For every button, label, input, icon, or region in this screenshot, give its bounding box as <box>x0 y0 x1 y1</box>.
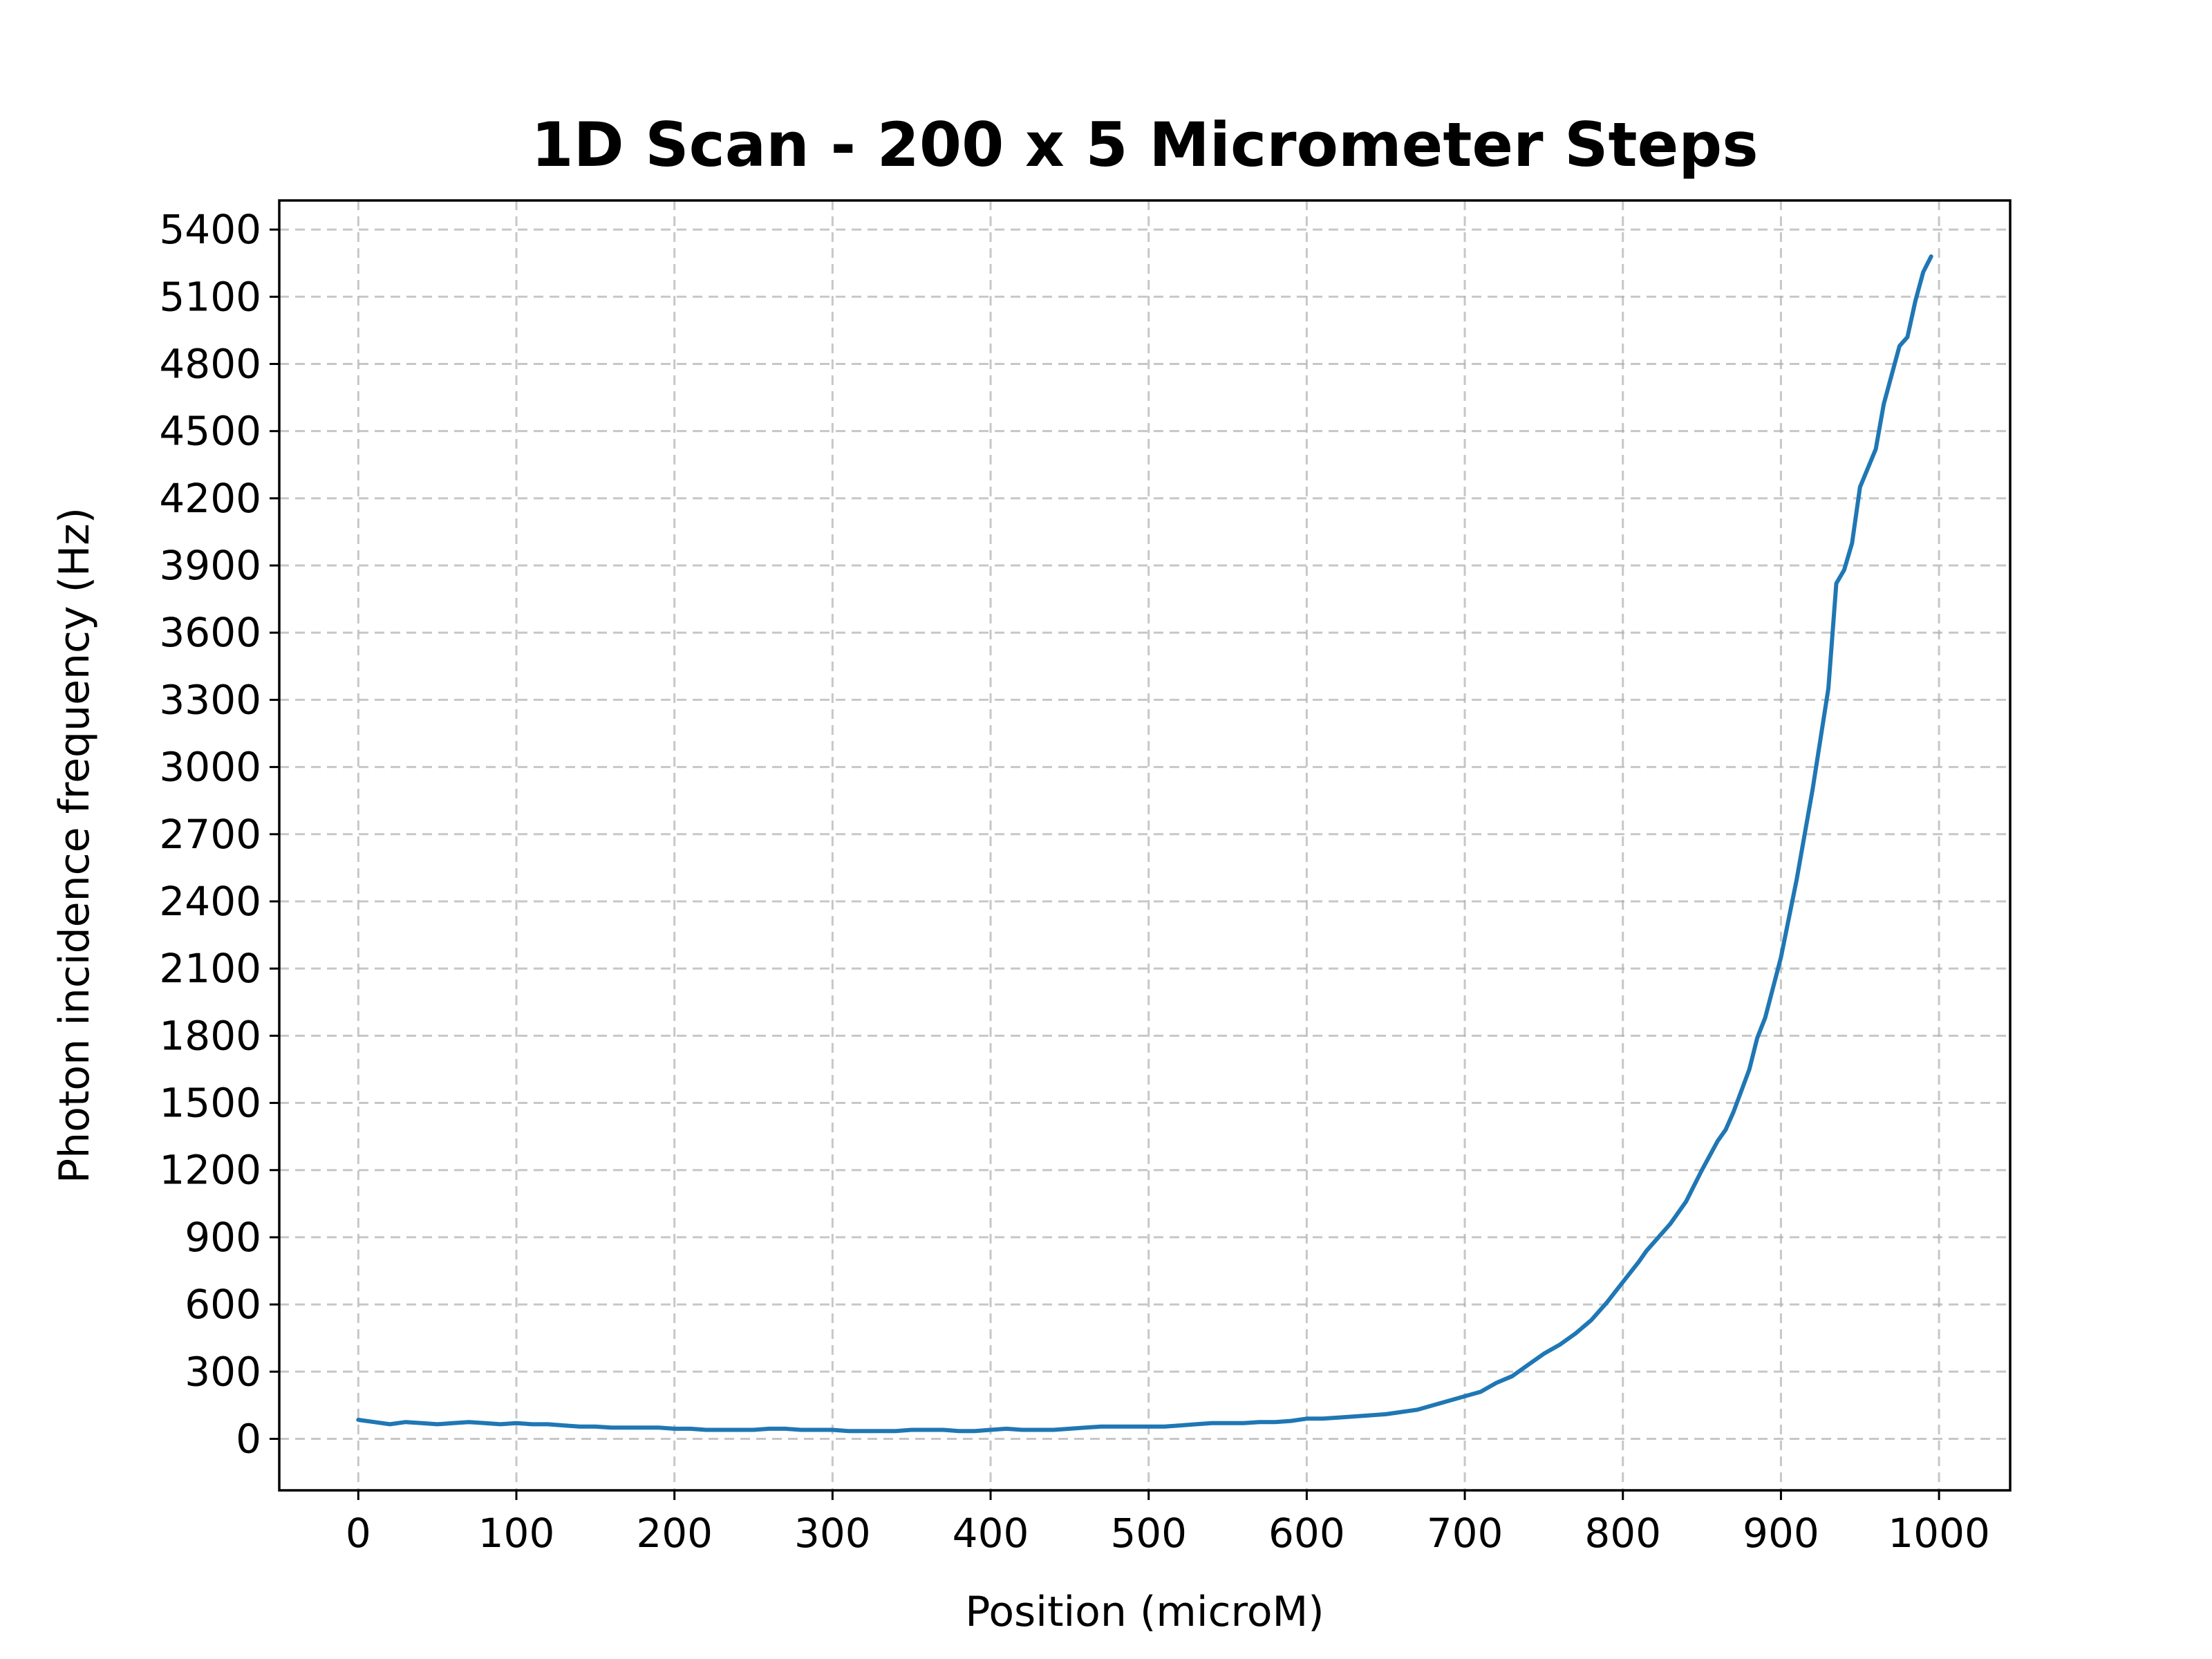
y-tick-label-900: 900 <box>185 1214 261 1261</box>
x-tick-label-400: 400 <box>953 1510 1029 1557</box>
plot-frame <box>278 199 2012 1492</box>
y-tick-label-1200: 1200 <box>159 1147 261 1194</box>
y-tick-label-4200: 4200 <box>159 475 261 522</box>
y-tick-label-2700: 2700 <box>159 811 261 858</box>
tick-labels: 0 100 200 300 400 500 600 700 800 900 1000 0 300 600 9… <box>159 206 1990 1557</box>
y-tick-label-4500: 4500 <box>159 408 261 455</box>
y-tick-label-1500: 1500 <box>159 1080 261 1127</box>
x-tick-label-200: 200 <box>636 1510 713 1557</box>
x-tick-label-700: 700 <box>1427 1510 1503 1557</box>
y-tick-label-5400: 5400 <box>159 206 261 253</box>
y-tick-label-4800: 4800 <box>159 340 261 387</box>
y-tick-label-3300: 3300 <box>159 676 261 723</box>
series-group <box>356 254 1933 1434</box>
x-tick-label-300: 300 <box>794 1510 871 1557</box>
x-tick-label-500: 500 <box>1110 1510 1187 1557</box>
y-tick-label-3900: 3900 <box>159 542 261 589</box>
x-tick-label-0: 0 <box>346 1510 371 1557</box>
y-tick-label-600: 600 <box>185 1281 261 1328</box>
y-tick-label-2400: 2400 <box>159 878 261 925</box>
y-tick-label-0: 0 <box>236 1415 261 1462</box>
y-tick-label-300: 300 <box>185 1348 261 1395</box>
y-tick-label-2100: 2100 <box>159 945 261 992</box>
y-tick-label-3600: 3600 <box>159 609 261 656</box>
y-axis-label: Photon incidence frequency (Hz) <box>50 507 99 1183</box>
y-tick-label-1800: 1800 <box>159 1012 261 1059</box>
series-line-scan <box>356 254 1933 1434</box>
x-tick-label-900: 900 <box>1743 1510 1819 1557</box>
x-tick-label-600: 600 <box>1268 1510 1345 1557</box>
y-tick-label-5100: 5100 <box>159 273 261 320</box>
y-tick-label-3000: 3000 <box>159 744 261 791</box>
x-tick-label-1000: 1000 <box>1888 1510 1990 1557</box>
x-tick-label-100: 100 <box>478 1510 555 1557</box>
x-axis-label: Position (microM) <box>965 1588 1324 1636</box>
x-tick-label-800: 800 <box>1584 1510 1661 1557</box>
grid <box>279 200 2010 1490</box>
axis-ticks <box>270 228 1940 1500</box>
chart-title: 1D Scan - 200 x 5 Micrometer Steps <box>531 109 1758 180</box>
